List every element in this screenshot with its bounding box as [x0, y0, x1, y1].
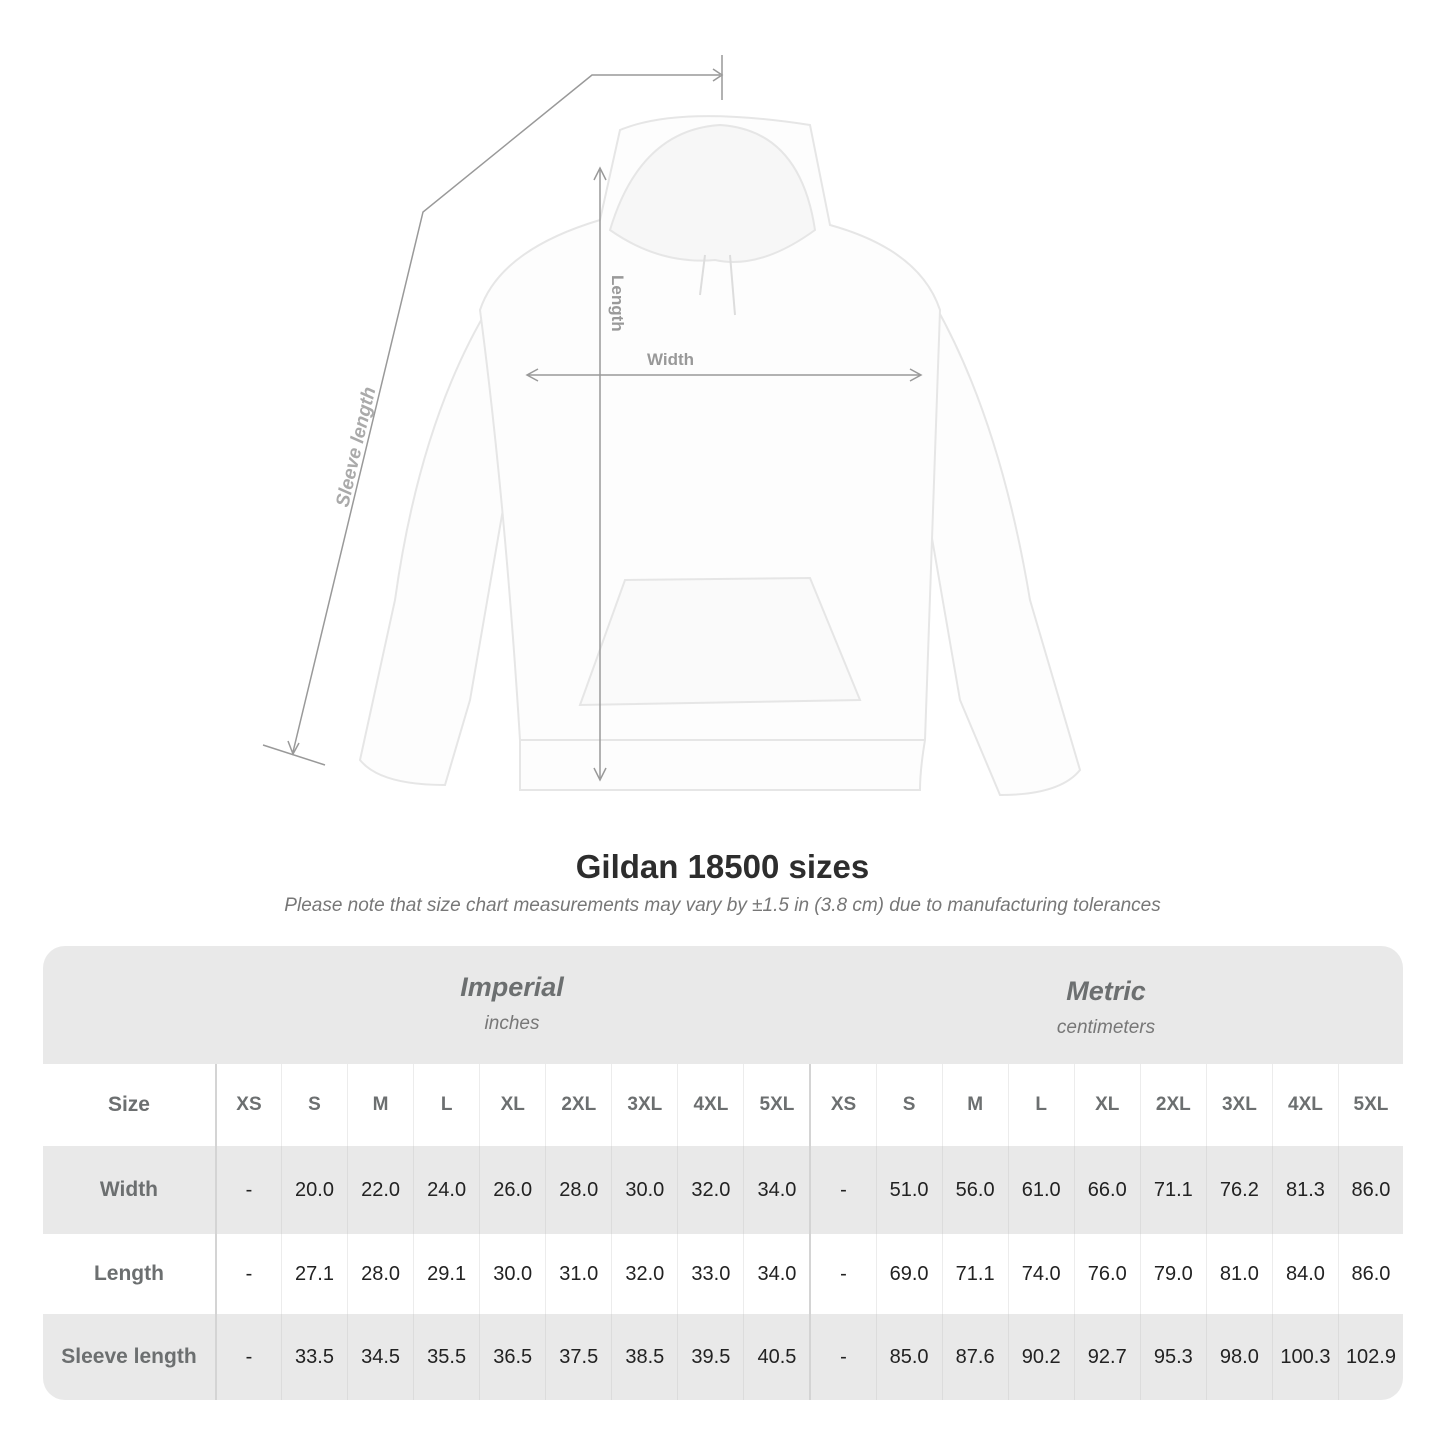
imperial-value-cell: 20.0 — [280, 1146, 347, 1234]
imperial-value-cell: 28.0 — [347, 1234, 413, 1314]
metric-value-cell: 92.7 — [1073, 1314, 1140, 1400]
hoodie-drawstrings — [699, 254, 736, 316]
imperial-value-cell: 37.5 — [545, 1314, 611, 1400]
table-row: Sleeve length -33.5 34.5 35.5 36.5 37.5 38.5 39… — [43, 1314, 1403, 1400]
imperial-value-cell: 30.0 — [611, 1146, 677, 1234]
metric-value-cell: - — [809, 1146, 875, 1234]
row-label: Sleeve length — [61, 1345, 197, 1368]
size-header-row: Size XS S M L XL 2XL 3XL 4XL 5XL XS S M L XL 2XL 3XL 4XL 5… — [43, 1064, 1403, 1146]
metric-value-cell: 74.0 — [1007, 1234, 1074, 1314]
metric-value-cell: 86.0 — [1337, 1146, 1403, 1234]
hoodie-diagram: Sleeve length Length Width — [262, 55, 1082, 797]
sleeve-length-line — [292, 74, 720, 753]
size-header-cell: 2XL — [545, 1064, 611, 1146]
imperial-value-cell: 34.0 — [743, 1234, 809, 1314]
length-label: Length — [608, 275, 627, 332]
imperial-value-cell: 36.5 — [479, 1314, 545, 1400]
metric-value-cell: 100.3 — [1271, 1314, 1338, 1400]
size-header-cell: XL — [1073, 1064, 1140, 1146]
size-header-cell: XL — [479, 1064, 545, 1146]
hoodie-sleeve-right — [913, 301, 1082, 797]
size-header-cell: L — [1007, 1064, 1074, 1146]
row-label: Size — [107, 1093, 150, 1116]
size-header-cell: S — [875, 1064, 942, 1146]
imperial-value-cell: 26.0 — [479, 1146, 545, 1234]
size-header-cell: 2XL — [1139, 1064, 1206, 1146]
imperial-value-cell: 28.0 — [545, 1146, 611, 1234]
size-header-cell: 5XL — [1337, 1064, 1403, 1146]
metric-value-cell: 56.0 — [941, 1146, 1008, 1234]
size-header-cell: 3XL — [611, 1064, 677, 1146]
table-row: Width -20.0 22.0 24.0 26.0 28.0 30.0 32.0 34.0-5… — [43, 1146, 1403, 1234]
size-table: Imperial inches Metric centimeters Size X… — [43, 946, 1403, 1400]
imperial-value-cell: 38.5 — [611, 1314, 677, 1400]
metric-value-cell: 86.0 — [1337, 1234, 1403, 1314]
metric-value-cell: 95.3 — [1139, 1314, 1206, 1400]
table-header-band: Imperial inches Metric centimeters — [43, 946, 1403, 1064]
imperial-value-cell: 24.0 — [413, 1146, 479, 1234]
imperial-value-cell: 33.5 — [280, 1314, 347, 1400]
metric-value-cell: 81.3 — [1271, 1146, 1338, 1234]
imperial-value-cell: 32.0 — [611, 1234, 677, 1314]
metric-value-cell: 98.0 — [1205, 1314, 1272, 1400]
imperial-value-cell: 39.5 — [677, 1314, 743, 1400]
metric-value-cell: - — [809, 1234, 875, 1314]
imperial-value-cell: 22.0 — [347, 1146, 413, 1234]
table-row: Length -27.1 28.0 29.1 30.0 31.0 32.0 33.0 34.0-… — [43, 1234, 1403, 1314]
metric-value-cell: 51.0 — [875, 1146, 942, 1234]
imperial-value-cell: 35.5 — [413, 1314, 479, 1400]
imperial-value-cell: 34.5 — [347, 1314, 413, 1400]
size-header-cell: 5XL — [743, 1064, 809, 1146]
imperial-value-cell: - — [214, 1314, 281, 1400]
hoodie-hood — [608, 123, 817, 263]
hoodie-illustration — [358, 115, 1082, 797]
imperial-value-cell: 27.1 — [280, 1234, 347, 1314]
width-label: Width — [647, 350, 694, 369]
metric-value-cell: 76.0 — [1073, 1234, 1140, 1314]
metric-value-cell: 66.0 — [1073, 1146, 1140, 1234]
imperial-value-cell: 40.5 — [743, 1314, 809, 1400]
sleeve-length-label: Sleeve length — [332, 385, 380, 509]
imperial-value-cell: 31.0 — [545, 1234, 611, 1314]
size-header-cell: S — [280, 1064, 347, 1146]
size-header-cell: M — [941, 1064, 1008, 1146]
metric-value-cell: 71.1 — [941, 1234, 1008, 1314]
metric-value-cell: 87.6 — [941, 1314, 1008, 1400]
metric-value-cell: - — [809, 1314, 875, 1400]
metric-value-cell: 76.2 — [1205, 1146, 1272, 1234]
row-label: Length — [93, 1262, 164, 1285]
metric-value-cell: 61.0 — [1007, 1146, 1074, 1234]
tolerance-note: Please note that size chart measurements… — [284, 895, 1161, 916]
hoodie-sleeve-left — [358, 302, 517, 787]
imperial-value-cell: 32.0 — [677, 1146, 743, 1234]
imperial-value-cell: 33.0 — [677, 1234, 743, 1314]
metric-value-cell: 69.0 — [875, 1234, 942, 1314]
size-header-cell: 4XL — [1271, 1064, 1338, 1146]
imperial-value-cell: - — [214, 1234, 281, 1314]
imperial-value-cell: 30.0 — [479, 1234, 545, 1314]
metric-value-cell: 102.9 — [1337, 1314, 1403, 1400]
imperial-value-cell: 34.0 — [743, 1146, 809, 1234]
row-label: Width — [99, 1178, 159, 1201]
size-header-cell: 3XL — [1205, 1064, 1272, 1146]
metric-value-cell: 81.0 — [1205, 1234, 1272, 1314]
size-header-cell: 4XL — [677, 1064, 743, 1146]
measurement-lines — [262, 55, 923, 782]
metric-value-cell: 84.0 — [1271, 1234, 1338, 1314]
metric-value-cell: 79.0 — [1139, 1234, 1206, 1314]
size-header-cell: L — [413, 1064, 479, 1146]
size-header-cell: M — [347, 1064, 413, 1146]
size-header-cell: XS — [214, 1064, 281, 1146]
metric-value-cell: 90.2 — [1007, 1314, 1074, 1400]
size-header-cell: XS — [809, 1064, 875, 1146]
metric-value-cell: 71.1 — [1139, 1146, 1206, 1234]
metric-value-cell: 85.0 — [875, 1314, 942, 1400]
page-title: Gildan 18500 sizes — [575, 848, 870, 885]
imperial-value-cell: 29.1 — [413, 1234, 479, 1314]
hoodie-pocket — [578, 576, 862, 707]
imperial-header: Imperial inches — [460, 972, 564, 1034]
metric-header: Metric centimeters — [1056, 976, 1156, 1038]
imperial-value-cell: - — [214, 1146, 281, 1234]
